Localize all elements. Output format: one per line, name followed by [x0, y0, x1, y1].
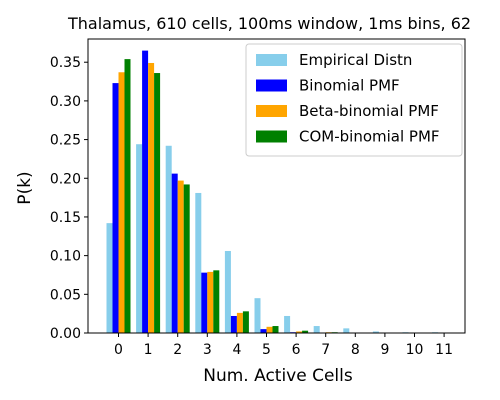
bar-com-binomial-pmf-6 — [302, 330, 309, 333]
bar-empirical-distn-2 — [165, 145, 172, 333]
bar-empirical-distn-3 — [195, 192, 202, 333]
bar-empirical-distn-8 — [343, 328, 350, 333]
bar-beta-binomial-pmf-2 — [177, 180, 184, 333]
legend-label: Beta-binomial PMF — [299, 102, 439, 120]
bar-empirical-distn-9 — [372, 331, 379, 333]
x-tick-label: 4 — [232, 342, 241, 358]
x-tick-label: 3 — [203, 342, 212, 358]
bar-binomial-pmf-0 — [112, 83, 119, 333]
y-tick-label: 0.25 — [50, 133, 81, 149]
bar-com-binomial-pmf-4 — [242, 311, 249, 333]
legend-label: COM-binomial PMF — [299, 128, 440, 146]
y-tick-label: 0.05 — [50, 287, 81, 303]
x-tick-label: 10 — [406, 342, 424, 358]
y-tick-label: 0.10 — [50, 249, 81, 265]
bar-binomial-pmf-2 — [171, 173, 178, 333]
bar-empirical-distn-5 — [254, 298, 261, 333]
x-tick-label: 9 — [380, 342, 389, 358]
legend-box — [245, 43, 463, 157]
y-tick-label: 0.00 — [50, 326, 81, 342]
x-tick-label: 7 — [321, 342, 330, 358]
chart-title: Thalamus, 610 cells, 100ms window, 1ms b… — [67, 14, 471, 33]
bar-empirical-distn-1 — [136, 144, 143, 333]
x-tick-label: 8 — [351, 342, 360, 358]
y-ticks: 0.00 0.05 0.10 0.15 0.20 0.25 0.30 0.35 — [50, 55, 88, 342]
bar-beta-binomial-pmf-4 — [236, 312, 243, 333]
legend-label: Binomial PMF — [299, 77, 400, 95]
plot-frame — [87, 38, 466, 334]
legend-swatch — [256, 130, 287, 143]
legend-label: Empirical Distn — [299, 51, 412, 69]
bar-empirical-distn-6 — [284, 315, 291, 333]
y-tick-label: 0.35 — [50, 55, 81, 71]
bar-com-binomial-pmf-5 — [272, 326, 279, 333]
x-tick-label: 6 — [292, 342, 301, 358]
bar-com-binomial-pmf-0 — [124, 59, 131, 334]
x-tick-label: 11 — [435, 342, 453, 358]
x-tick-label: 0 — [114, 342, 123, 358]
y-axis-label: P(k) — [15, 171, 35, 204]
bar-binomial-pmf-3 — [201, 272, 208, 333]
bar-binomial-pmf-1 — [142, 50, 149, 334]
bar-beta-binomial-pmf-1 — [148, 62, 155, 333]
x-tick-label: 2 — [173, 342, 182, 358]
legend: Empirical Distn Binomial PMF Beta-binomial… — [245, 43, 463, 157]
bar-binomial-pmf-4 — [230, 315, 237, 333]
x-tick-label: 1 — [144, 342, 153, 358]
bar-beta-binomial-pmf-3 — [207, 271, 214, 333]
legend-swatch — [256, 105, 287, 117]
bar-beta-binomial-pmf-5 — [266, 326, 273, 333]
bar-com-binomial-pmf-3 — [213, 270, 220, 333]
bar-beta-binomial-pmf-6 — [296, 331, 303, 333]
bar-empirical-distn-7 — [313, 326, 320, 333]
x-tick-label: 5 — [262, 342, 271, 358]
y-tick-label: 0.15 — [50, 210, 81, 226]
bar-beta-binomial-pmf-0 — [118, 72, 125, 334]
bars-group — [106, 50, 439, 334]
bar-empirical-distn-0 — [106, 223, 113, 333]
x-axis-label: Num. Active Cells — [203, 366, 353, 386]
y-tick-label: 0.30 — [50, 94, 81, 110]
bar-com-binomial-pmf-2 — [183, 184, 190, 333]
bar-com-binomial-pmf-1 — [154, 73, 161, 333]
y-tick-label: 0.20 — [50, 171, 81, 187]
legend-swatch — [256, 54, 287, 66]
legend-swatch — [256, 79, 287, 92]
axes-group — [87, 38, 466, 334]
bar-binomial-pmf-5 — [260, 329, 267, 333]
x-ticks: 0 1 2 3 4 5 6 7 8 9 10 11 — [114, 333, 453, 358]
bar-empirical-distn-4 — [224, 250, 231, 333]
